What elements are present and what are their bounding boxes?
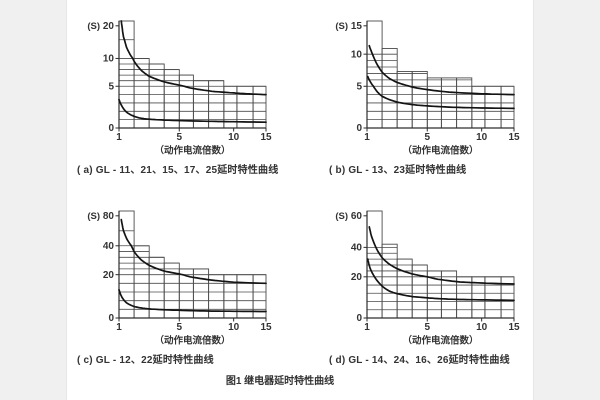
lower-limit-curve (118, 288, 267, 313)
chart-text: 40 (103, 241, 115, 252)
upper-limit-curve (120, 218, 267, 285)
x-axis-label: （动作电流倍数） (402, 145, 478, 157)
setting-step-box (163, 69, 180, 129)
chart-b: 1 5 10 15 0 5 10 15 (S) （动作电流倍数） ( b) GL - 13、23延… (317, 9, 553, 187)
upper-limit-curve (120, 20, 267, 96)
chart-text: 10 (476, 132, 488, 143)
chart-text: 15 (508, 322, 520, 333)
chart-text: 1 (116, 132, 122, 143)
setting-step-box (500, 85, 515, 129)
chart-text: 0 (356, 313, 362, 324)
x-axis-label: （动作电流倍数） (402, 335, 478, 347)
chart-text: 10 (351, 49, 363, 60)
y-unit-label: (S) (87, 21, 100, 32)
axes (118, 21, 266, 129)
setting-step-box (440, 270, 458, 319)
chart-text: 80 (103, 211, 115, 222)
chart-text: 5 (176, 322, 182, 333)
figure-caption: 图1 继电器延时特性曲线 (225, 376, 335, 387)
axes (366, 21, 514, 129)
setting-step-box (396, 258, 413, 319)
setting-step-box (381, 243, 398, 319)
chart-text: 5 (424, 132, 430, 143)
y-unit-label: (S) (335, 21, 348, 32)
figure-panel: 1 5 10 15 0 5 10 20 (S) （动作电流倍数） ( a) GL - 11、21、… (66, 0, 534, 400)
chart-text: 5 (108, 81, 114, 92)
chart-text: 5 (356, 81, 362, 92)
chart-caption-a: ( a) GL - 11、21、15、17、25延时特性曲线 (77, 165, 279, 176)
setting-step-box (366, 20, 383, 129)
y-unit-label: (S) (335, 211, 348, 222)
chart-text: 15 (260, 322, 272, 333)
chart-text: 20 (103, 21, 115, 32)
lower-limit-curve (118, 98, 267, 124)
lower-limit-curve (366, 75, 515, 110)
chart-a: 1 5 10 15 0 5 10 20 (S) （动作电流倍数） ( a) GL - 11、21、… (69, 9, 305, 187)
x-axis-label: （动作电流倍数） (154, 335, 230, 347)
chart-caption-b: ( b) GL - 13、23延时特性曲线 (329, 165, 467, 176)
chart-text: 40 (351, 243, 363, 254)
upper-limit-curve (368, 226, 515, 285)
chart-text: 1 (364, 322, 370, 333)
chart-text: 1 (116, 322, 122, 333)
chart-caption-d: ( d) GL - 14、24、16、26延时特性曲线 (329, 355, 510, 366)
axes (118, 211, 266, 319)
upper-limit-curve (368, 44, 515, 96)
chart-text: 15 (260, 132, 272, 143)
chart-text: 1 (364, 132, 370, 143)
chart-text: 10 (228, 132, 240, 143)
lower-limit-curve (366, 258, 515, 302)
y-unit-label: (S) (87, 211, 100, 222)
chart-caption-c: ( c) GL - 12、22延时特性曲线 (77, 355, 214, 366)
chart-text: 0 (108, 123, 114, 134)
x-axis-label: （动作电流倍数） (154, 145, 230, 157)
chart-d: 1 5 10 15 0 20 40 60 (S) （动作电流倍数） ( d) GL - 14、24… (317, 199, 553, 377)
chart-text: 10 (476, 322, 488, 333)
chart-text: 15 (508, 132, 520, 143)
chart-text: 10 (103, 54, 115, 65)
chart-text: 5 (176, 132, 182, 143)
chart-text: 20 (103, 270, 115, 281)
chart-text: 0 (356, 123, 362, 134)
chart-text: 20 (351, 272, 363, 283)
chart-c: 1 5 10 15 0 20 40 80 (S) （动作电流倍数） ( c) GL - 12、22… (69, 199, 305, 377)
setting-step-box (148, 63, 165, 129)
chart-text: 15 (351, 21, 363, 32)
chart-text: 10 (228, 322, 240, 333)
chart-text: 5 (424, 322, 430, 333)
chart-text: 60 (351, 211, 363, 222)
chart-text: 0 (108, 313, 114, 324)
setting-step-box (484, 85, 502, 129)
